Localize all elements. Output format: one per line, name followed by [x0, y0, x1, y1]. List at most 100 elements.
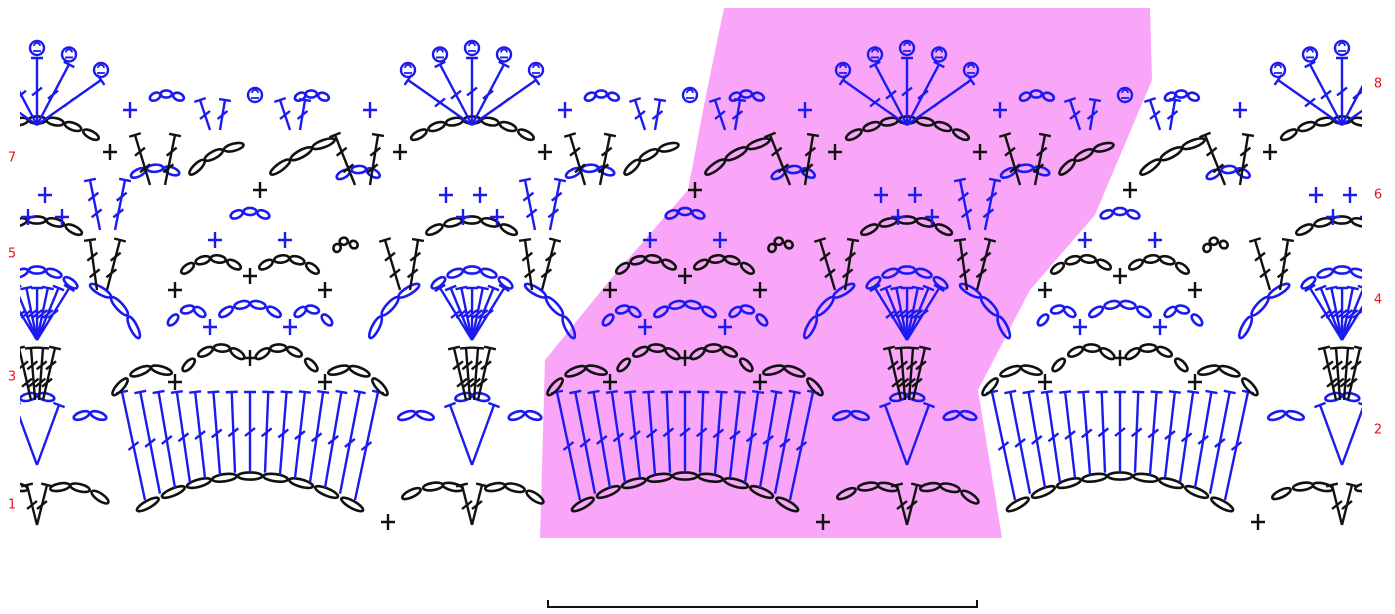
chain-stitch: [303, 357, 319, 373]
chain-stitch: [1341, 391, 1361, 403]
tall-stitch: [1130, 390, 1145, 473]
row-number: 7: [8, 151, 16, 166]
chain-stitch: [657, 141, 680, 153]
chain-stitch: [430, 275, 447, 290]
chain-stitch: [287, 477, 315, 490]
tall-stitch: [660, 390, 675, 473]
chain-stitch: [194, 254, 212, 266]
chain-stitch: [1041, 91, 1056, 102]
tall-stitch: [906, 74, 976, 126]
chain-stitch: [409, 128, 428, 142]
chain-stitch: [720, 345, 739, 358]
chain-stitch: [738, 357, 754, 373]
chain-stitch: [1181, 137, 1206, 151]
chain-stitch: [229, 208, 245, 220]
chain-stitch: [546, 377, 564, 397]
chain-stitch: [1300, 275, 1317, 290]
chain-stitch: [1250, 295, 1270, 317]
tall-stitch: [712, 390, 728, 475]
puff-stitch: [399, 61, 417, 79]
tall-stitch: [459, 346, 475, 401]
chain-stitch: [1019, 364, 1044, 376]
single-crochet: [1073, 319, 1087, 335]
tall-stitch: [1389, 179, 1395, 230]
chain-stitch: [597, 165, 616, 177]
chain-stitch: [1099, 346, 1116, 361]
tall-stitch: [731, 97, 747, 131]
chain-stitch: [1375, 482, 1395, 494]
chain-stitch: [979, 295, 1000, 317]
single-crochet: [874, 187, 888, 203]
tall-stitch: [31, 286, 44, 341]
tall-stitch: [83, 237, 101, 291]
single-crochet: [55, 209, 69, 225]
tall-stitch: [953, 177, 973, 231]
single-crochet: [603, 374, 617, 390]
single-crochet: [1113, 268, 1127, 284]
single-crochet: [363, 102, 377, 118]
chain-stitch: [45, 216, 66, 228]
tall-stitch: [162, 132, 182, 186]
chain-stitch: [570, 496, 595, 513]
tall-stitch: [878, 401, 909, 466]
chain-stitch: [415, 409, 436, 422]
single-crochet: [38, 187, 52, 203]
chain-stitch: [304, 261, 321, 276]
puff-stitch: [1116, 86, 1134, 104]
puff-stitch: [898, 39, 916, 57]
chain-stitch: [1174, 89, 1189, 99]
single-crochet: [21, 209, 35, 225]
tall-stitch: [1314, 284, 1344, 341]
chain-stitch: [109, 295, 130, 317]
chain-stitch: [36, 391, 56, 403]
chain-stitch: [1106, 471, 1134, 481]
chain-stitch: [326, 364, 351, 376]
chain-stitch: [81, 128, 101, 142]
tall-stitch: [1329, 346, 1345, 401]
tall-stitch: [905, 401, 936, 466]
chain-stitch: [196, 345, 215, 358]
chain-stitch: [159, 89, 174, 99]
chain-stitch: [1218, 364, 1241, 378]
chain-stitch: [981, 377, 999, 397]
chain-stitch: [289, 146, 314, 162]
tall-stitch: [998, 132, 1022, 186]
chain-stitch: [1267, 282, 1291, 299]
chain-stitch: [313, 484, 340, 500]
tall-stitch: [35, 284, 65, 341]
chain-stitch: [1029, 89, 1044, 99]
single-crochet: [381, 514, 395, 530]
tall-stitch: [308, 389, 330, 483]
tall-stitch: [366, 132, 385, 186]
tall-stitch: [1004, 389, 1032, 494]
chain-stitch: [1237, 315, 1254, 340]
chain-stitch: [1313, 216, 1334, 228]
single-crochet: [713, 232, 727, 248]
tall-stitch: [293, 390, 311, 479]
chain-stitch: [1196, 364, 1221, 376]
chain-stitch: [516, 128, 536, 142]
chain-stitch: [160, 484, 187, 500]
chain-stitch: [1135, 305, 1153, 319]
tall-stitch: [1143, 96, 1162, 131]
tall-stitch: [1340, 84, 1362, 126]
chain-stitch: [775, 496, 800, 513]
single-crochet: [393, 144, 407, 160]
chain-stitch: [166, 313, 180, 327]
chain-stitch: [396, 409, 417, 422]
single-crochet: [1188, 282, 1202, 298]
chain-stitch: [1103, 299, 1121, 311]
chain-stitch: [149, 364, 174, 376]
chain-stitch: [268, 343, 288, 353]
single-crochet: [1078, 232, 1092, 248]
tall-stitch: [216, 97, 232, 131]
tall-stitch: [20, 89, 39, 126]
row-number: 2: [1374, 423, 1382, 438]
single-crochet: [473, 187, 487, 203]
tall-stitch: [879, 284, 909, 341]
puff-stitch: [935, 48, 943, 59]
tall-stitch: [1040, 389, 1062, 483]
tall-stitch: [128, 132, 152, 186]
chain-stitch: [0, 120, 11, 133]
chain-stitch: [1285, 409, 1306, 422]
